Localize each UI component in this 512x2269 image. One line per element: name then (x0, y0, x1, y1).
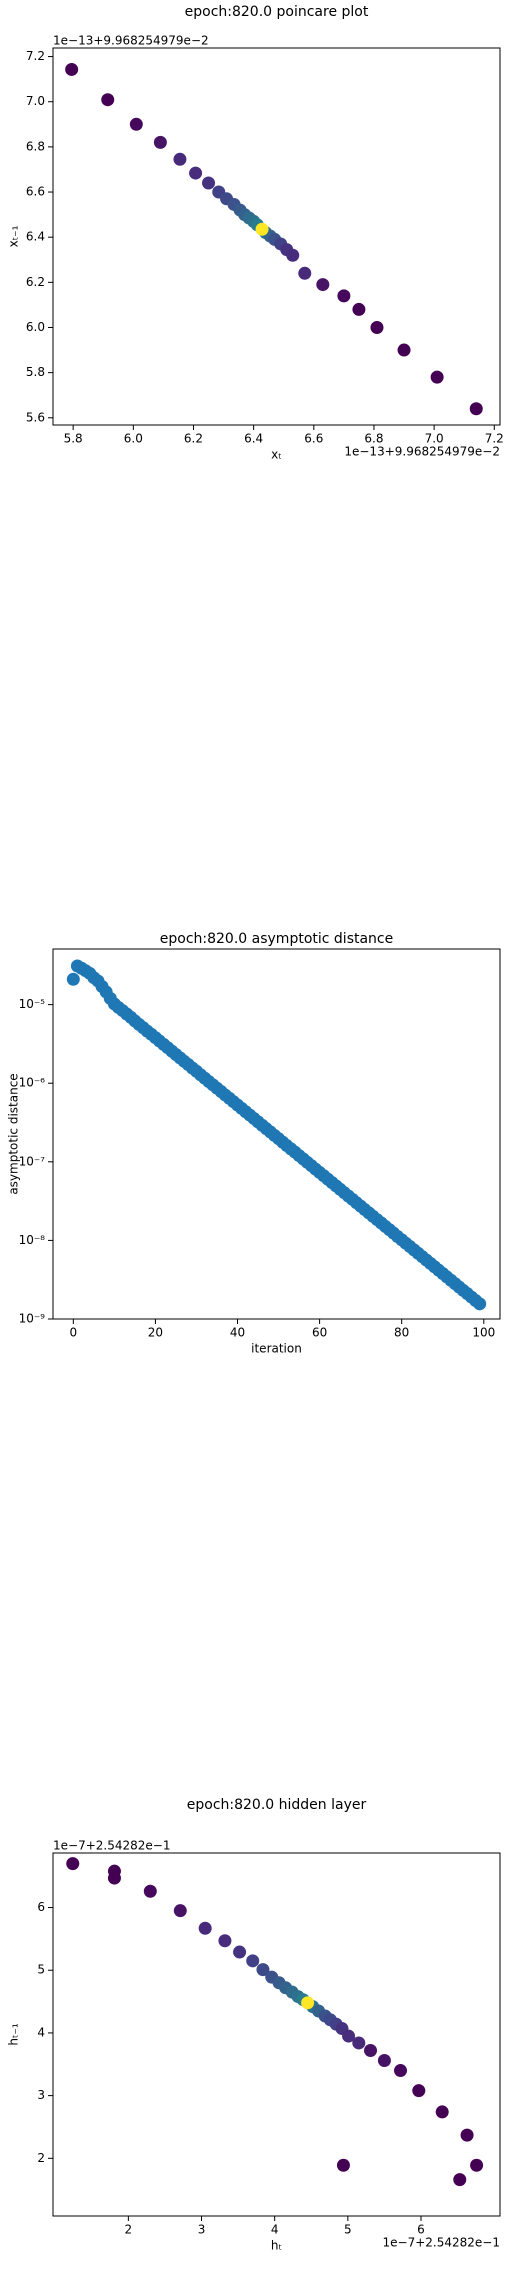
x-axis-label: xₜ (271, 448, 282, 462)
axes-frame (52, 47, 501, 426)
y-tick-label: 5 (37, 1963, 45, 1977)
x-tick-label: 3 (198, 2223, 206, 2237)
y-tick-label: 6.0 (26, 320, 45, 334)
x-tick-label: 6.8 (364, 432, 383, 446)
x-tick-label: 4 (271, 2223, 279, 2237)
y-tick-label: 5.8 (26, 365, 45, 379)
x-tick-label: 5 (344, 2223, 352, 2237)
x-axis-label: iteration (251, 1342, 302, 1356)
y-tick-label: 5.6 (26, 410, 45, 424)
point (143, 1884, 157, 1898)
point (173, 152, 187, 166)
x-tick-label: 100 (472, 1326, 495, 1340)
y-offset: 1e−7+2.54282e−1 (53, 1839, 170, 1853)
y-tick-label: 7.0 (26, 94, 45, 108)
point (202, 176, 216, 190)
y-tick-label: 10⁻⁸ (19, 1233, 46, 1247)
y-axis-label: xₜ₋₁ (7, 225, 21, 247)
point (66, 972, 80, 986)
y-tick-label: 6.6 (26, 185, 45, 199)
y-tick-label: 10⁻⁹ (19, 1312, 46, 1326)
x-tick-label: 80 (394, 1326, 409, 1340)
point (470, 2158, 484, 2172)
point (255, 222, 269, 236)
axes-frame (52, 1852, 501, 2217)
point (364, 2043, 378, 2057)
point (246, 1954, 260, 1968)
point (435, 2105, 449, 2119)
y-tick-label: 10⁻⁶ (19, 1076, 46, 1090)
y-tick-label: 10⁻⁷ (19, 1154, 46, 1168)
chart-title: epoch:820.0 asymptotic distance (160, 931, 393, 947)
x-tick-label: 6.4 (244, 432, 263, 446)
point (377, 2054, 391, 2068)
point (342, 2029, 356, 2043)
x-tick-label: 6 (417, 2223, 425, 2237)
x-tick-label: 0 (69, 1326, 77, 1340)
point (394, 2064, 408, 2078)
point (107, 1871, 121, 1885)
y-tick-label: 4 (37, 2025, 45, 2039)
chart-title: epoch:820.0 poincare plot (185, 4, 369, 20)
point (453, 2173, 467, 2187)
y-tick-label: 6.4 (26, 230, 45, 244)
point (397, 343, 411, 357)
point (129, 117, 143, 131)
point (65, 62, 79, 76)
y-tick-label: 6.8 (26, 139, 45, 153)
x-tick-label: 20 (148, 1326, 163, 1340)
x-tick-label: 5.8 (64, 432, 83, 446)
y-tick-label: 3 (37, 2088, 45, 2102)
point (189, 166, 203, 180)
point (66, 1857, 80, 1871)
y-tick-label: 2 (37, 2151, 45, 2165)
point (473, 1297, 487, 1311)
point (298, 266, 312, 280)
point (286, 248, 300, 262)
x-tick-label: 7.0 (425, 432, 444, 446)
point (352, 302, 366, 316)
point (352, 2036, 366, 2050)
x-tick-label: 40 (230, 1326, 245, 1340)
x-tick-label: 60 (312, 1326, 327, 1340)
point (198, 1921, 212, 1935)
point (316, 278, 330, 292)
y-tick-label: 7.2 (26, 49, 45, 63)
point (469, 402, 483, 416)
point (336, 2158, 350, 2172)
point (153, 135, 167, 149)
chart-title: epoch:820.0 hidden layer (187, 1797, 367, 1813)
x-offset: 1e−7+2.54282e−1 (383, 2236, 500, 2250)
x-tick-label: 7.2 (485, 432, 504, 446)
point (430, 370, 444, 384)
point (173, 1904, 187, 1918)
x-tick-label: 2 (125, 2223, 133, 2237)
point (370, 320, 384, 334)
x-axis-label: hₜ (271, 2239, 282, 2253)
x-tick-label: 6.0 (124, 432, 143, 446)
y-tick-label: 6.2 (26, 275, 45, 289)
point (233, 1945, 247, 1959)
point (412, 2084, 426, 2098)
x-offset: 1e−13+9.968254979e−2 (344, 445, 500, 459)
y-offset: 1e−13+9.968254979e−2 (53, 34, 209, 48)
point (301, 1996, 315, 2010)
point (337, 289, 351, 303)
point (256, 1963, 270, 1977)
point (218, 1934, 232, 1948)
y-axis-label: asymptotic distance (7, 1073, 21, 1194)
x-tick-label: 6.2 (184, 432, 203, 446)
point (460, 2128, 474, 2142)
point (101, 93, 115, 107)
x-tick-label: 6.6 (304, 432, 323, 446)
y-tick-label: 6 (37, 1900, 45, 1914)
y-tick-label: 10⁻⁵ (19, 997, 46, 1011)
y-axis-label: hₜ₋₁ (7, 2023, 21, 2045)
axes-frame (52, 948, 501, 1320)
